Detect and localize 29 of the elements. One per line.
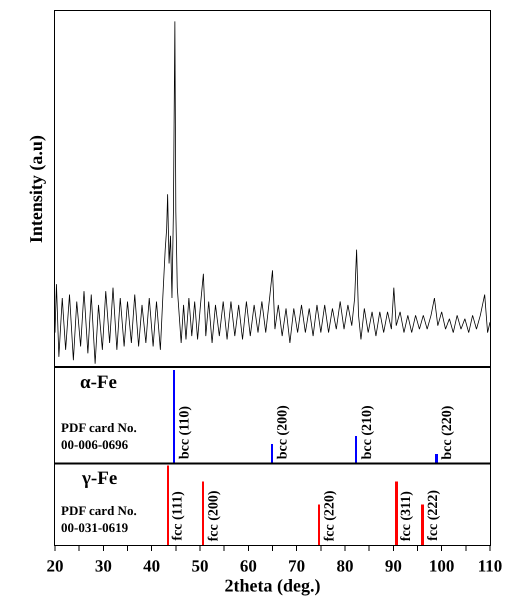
x-tick-label: 40: [143, 556, 160, 576]
annotation: bcc (220): [440, 405, 456, 460]
annotation: PDF card No. 00-031-0619: [61, 503, 137, 535]
bar: [173, 370, 175, 464]
annotation: bcc (110): [178, 406, 193, 460]
x-tick-label: 60: [240, 556, 257, 576]
annotation: fcc (311): [399, 490, 414, 542]
y-axis-title: Intensity (a.u): [26, 135, 46, 244]
annotation: bcc (200): [276, 404, 291, 460]
x-tick-label: 50: [192, 556, 208, 576]
annotation: fcc (111): [170, 490, 186, 541]
x-tick-label: 80: [336, 556, 354, 576]
annotation: γ-Fe: [81, 468, 118, 489]
x-tick-label: 90: [384, 556, 402, 576]
bar: [435, 454, 438, 464]
x-tick-label: 100: [428, 556, 454, 576]
x-tick-label: 30: [94, 556, 112, 576]
annotation: PDF card No. 00-006-0696: [61, 420, 137, 452]
x-tick-label: 110: [478, 556, 502, 576]
x-axis-title: 2theta (deg.): [224, 576, 320, 596]
bar: [355, 436, 357, 464]
x-tick-label: 20: [46, 556, 64, 576]
annotation: fcc (222): [426, 490, 441, 541]
bar: [271, 444, 273, 464]
x-tick-label: 70: [288, 556, 306, 576]
annotation: fcc (200): [206, 490, 222, 542]
annotation: α-Fe: [80, 372, 117, 393]
annotation: fcc (220): [322, 490, 338, 542]
annotation: bcc (210): [360, 405, 375, 460]
